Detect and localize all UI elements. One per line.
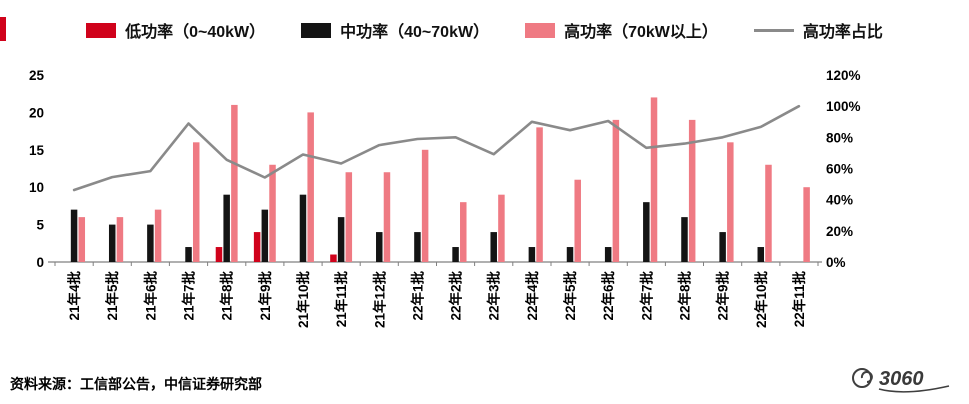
x-axis-label: 22年5批 <box>562 271 578 321</box>
legend-item-1: 低功率（0~40kW） <box>86 18 265 42</box>
bar-high-power <box>421 149 429 262</box>
x-axis-label: 22年7批 <box>638 271 654 321</box>
legend-label: 中功率（40~70kW） <box>340 24 490 41</box>
bar-high-power <box>612 119 620 262</box>
right-axis-tick: 80% <box>826 130 853 145</box>
bar-high-power <box>574 179 581 262</box>
bar-high-power <box>650 97 658 262</box>
bar-mid-power <box>261 209 269 262</box>
bar-high-power <box>803 187 810 262</box>
left-axis-tick: 25 <box>29 68 45 83</box>
watermark-graphic: 3060 <box>852 368 950 393</box>
swirl-icon <box>852 368 873 388</box>
bar-high-power <box>765 164 772 262</box>
watermark-text: 3060 <box>879 368 924 390</box>
bar-mid-power <box>414 232 421 262</box>
bar-mid-power <box>490 232 497 262</box>
bar-mid-power <box>452 247 459 262</box>
x-axis-label: 21年5批 <box>104 271 120 321</box>
right-axis-tick: 0% <box>826 255 846 270</box>
bar-high-power <box>345 172 353 262</box>
legend-label: 低功率（0~40kW） <box>125 24 266 41</box>
power-batch-chart: 0 5 10 15 20 25 0% 20% 40% 60% 80% 100% 120% 21年4批 21年… <box>29 68 861 329</box>
left-axis-tick: 20 <box>29 105 44 120</box>
legend-label: 高功率占比 <box>802 24 883 41</box>
bar-mid-power <box>337 217 345 262</box>
right-axis-tick: 120% <box>826 68 861 83</box>
bar-mid-power <box>604 247 612 262</box>
bar-mid-power <box>70 209 78 262</box>
bar-high-power <box>536 127 543 262</box>
x-axis-label: 22年9批 <box>715 271 731 321</box>
left-axis-tick: 5 <box>36 218 44 233</box>
bar-mid-power <box>719 232 726 262</box>
bar-mid-power <box>185 247 192 262</box>
bar-mid-power <box>566 247 574 262</box>
bar-mid-power <box>147 224 154 262</box>
legend-bar-swatch <box>301 22 332 38</box>
bar-mid-power <box>528 247 536 262</box>
legend-bar-swatch <box>525 22 556 38</box>
x-axis-label: 21年9批 <box>257 271 273 321</box>
x-axis-label: 21年6批 <box>142 271 158 321</box>
legend-bar-swatch <box>86 22 117 38</box>
bar-mid-power <box>376 232 383 262</box>
bar-high-power <box>116 217 124 262</box>
bar-high-power <box>192 142 200 262</box>
bar-high-power <box>78 217 86 262</box>
bar-mid-power <box>108 224 116 262</box>
x-axis-label: 21年12批 <box>371 271 387 329</box>
legend-item-3: 高功率（70kW以上） <box>525 18 718 42</box>
bar-mid-power <box>223 194 230 262</box>
x-axis-label: 21年10批 <box>295 271 311 329</box>
bar-high-power <box>688 119 696 262</box>
bar-high-power <box>307 112 314 263</box>
bar-high-power <box>460 202 467 262</box>
bar-mid-power <box>299 194 307 262</box>
right-axis-tick: 100% <box>826 99 861 114</box>
source-note: 资料来源：工信部公告，中信证券研究部 <box>10 376 262 392</box>
bar-low-power <box>253 232 261 262</box>
x-axis-label: 22年1批 <box>409 271 425 321</box>
x-axis-label: 22年4批 <box>524 271 540 321</box>
bar-high-power <box>154 209 162 262</box>
x-axis-label: 21年4批 <box>66 271 82 321</box>
bar-high-power <box>383 172 391 262</box>
x-axis-label: 21年8批 <box>219 271 235 321</box>
right-axis-tick: 20% <box>826 224 853 239</box>
right-axis-tick: 60% <box>826 162 853 177</box>
x-axis-label: 21年7批 <box>181 271 197 321</box>
bar-mid-power <box>681 217 688 262</box>
x-axis-label: 22年6批 <box>600 271 616 321</box>
x-axis-label: 22年11批 <box>791 271 807 328</box>
x-axis-label: 22年2批 <box>448 271 464 321</box>
bar-low-power <box>215 247 223 262</box>
bar-low-power <box>330 254 337 262</box>
x-axis-label: 22年8批 <box>677 271 693 321</box>
x-axis-label: 22年3批 <box>486 271 502 321</box>
left-axis-tick: 10 <box>29 180 44 195</box>
bar-high-power <box>727 142 734 262</box>
red-accent-mark <box>0 17 6 41</box>
left-axis-tick: 0 <box>36 255 44 270</box>
watermark-logo: 3060 <box>847 361 957 400</box>
bar-high-power <box>269 164 276 262</box>
chart-legend: 低功率（0~40kW） 中功率（40~70kW） 高功率（70kW以上） 高功率占比 <box>0 18 969 42</box>
bar-mid-power <box>643 202 650 262</box>
bar-high-power <box>231 104 238 262</box>
high-power-ratio-line <box>72 104 801 192</box>
legend-item-2: 中功率（40~70kW） <box>301 18 489 42</box>
legend-line-swatch <box>753 28 794 32</box>
legend-item-4: 高功率占比 <box>753 18 883 42</box>
left-axis-tick: 15 <box>29 143 45 158</box>
x-axis-label: 22年10批 <box>753 271 769 329</box>
bar-mid-power <box>757 247 765 262</box>
legend-label: 高功率（70kW以上） <box>564 24 718 41</box>
watermark-swoosh <box>878 385 950 393</box>
bar-high-power <box>498 194 505 262</box>
right-axis-tick: 40% <box>826 193 853 208</box>
x-axis-label: 21年11批 <box>333 271 349 328</box>
